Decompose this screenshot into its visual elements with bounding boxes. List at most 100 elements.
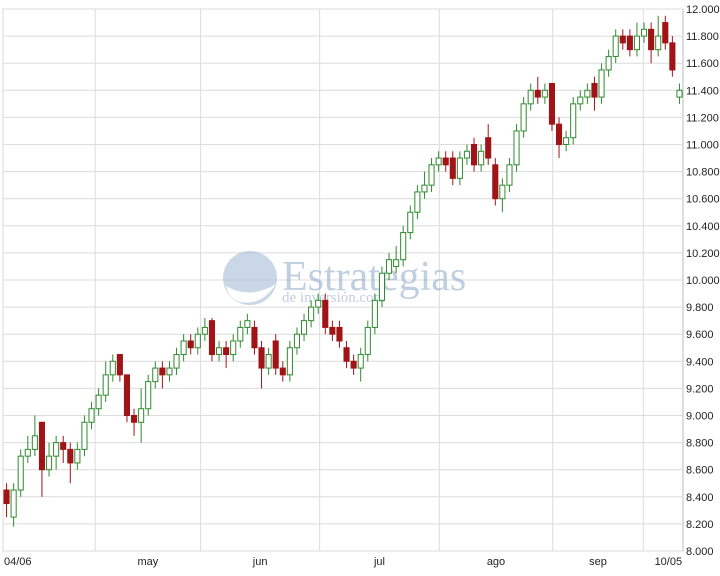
candle-body: [38, 421, 46, 471]
watermark-swoosh: [226, 284, 276, 303]
y-tick-label: 8.400: [686, 492, 714, 504]
watermark-brand: Estrategias: [282, 254, 466, 300]
candle-body: [322, 299, 329, 328]
y-tick-label: 8.200: [686, 519, 714, 531]
y-tick-label: 9.600: [686, 329, 714, 341]
candle-body: [393, 259, 400, 267]
y-tick-label: 9.400: [686, 356, 714, 368]
candle-body: [492, 164, 499, 200]
candle-body: [633, 35, 641, 51]
candle-body: [265, 354, 272, 369]
candle-body: [67, 448, 74, 464]
y-tick-label: 10.400: [686, 221, 720, 233]
candle-body: [364, 326, 371, 356]
candle-body: [435, 157, 442, 166]
candle-body: [598, 69, 605, 98]
y-tick-label: 9.200: [686, 383, 714, 395]
candle-body: [534, 89, 541, 98]
x-tick-label: 10/05: [655, 556, 683, 568]
candle-body: [563, 137, 570, 146]
candle-body: [478, 150, 485, 166]
candle-body: [619, 35, 626, 44]
candle-body: [279, 367, 286, 376]
y-tick-label: 11.000: [686, 140, 719, 152]
x-tick-label: may: [137, 556, 158, 568]
candle-body: [541, 89, 548, 98]
candle-body: [421, 184, 428, 193]
candle-body: [258, 347, 265, 369]
candle-body: [400, 232, 407, 261]
candle-body: [116, 354, 123, 376]
y-tick-label: 11.400: [686, 85, 719, 97]
candle-body: [428, 164, 435, 186]
candle-body: [173, 354, 180, 369]
y-tick-label: 9.000: [686, 411, 714, 423]
candle-body: [570, 103, 577, 139]
candle-body: [655, 35, 662, 51]
candle-body: [215, 347, 223, 356]
candle-body: [605, 55, 612, 71]
x-tick-label: jun: [252, 556, 268, 568]
candle-body: [463, 150, 471, 159]
candle-body: [74, 448, 81, 464]
candle-body: [506, 164, 513, 186]
y-tick-label: 10.800: [686, 167, 720, 179]
candle-body: [123, 374, 131, 417]
candle-body: [308, 306, 315, 322]
candle-body: [343, 347, 350, 362]
candle-body: [138, 408, 145, 423]
candle-body: [194, 333, 201, 349]
candle-body: [102, 374, 109, 396]
candle-body: [145, 381, 152, 410]
y-tick-label: 11.800: [686, 31, 719, 43]
x-tick-label: sep: [589, 556, 607, 568]
candle-body: [152, 367, 159, 383]
y-tick-label: 10.600: [686, 194, 720, 206]
candle-body: [662, 22, 669, 44]
candle-body: [520, 103, 527, 132]
candle-body: [676, 89, 683, 98]
candle-body: [612, 35, 619, 57]
watermark-sub: de inversión.com: [282, 290, 386, 306]
candle-body: [31, 435, 38, 450]
x-tick-label: jul: [373, 556, 385, 568]
x-tick-label: 04/06: [4, 556, 32, 568]
candle-body: [109, 360, 116, 376]
y-tick-label: 11.600: [686, 58, 719, 70]
candle-body: [315, 299, 322, 308]
candle-body: [10, 489, 17, 518]
watermark: Estrategias de inversión.com: [223, 251, 466, 306]
candle-body: [407, 211, 414, 234]
candle-body: [17, 455, 24, 491]
candle-body: [24, 448, 31, 457]
candle-body: [251, 326, 258, 349]
x-tick-label: ago: [487, 556, 505, 568]
y-tick-label: 8.800: [686, 438, 714, 450]
candle-body: [272, 340, 279, 369]
candle-body: [555, 123, 563, 146]
y-tick-label: 10.000: [686, 275, 720, 287]
y-tick-label: 12.000: [686, 4, 720, 16]
candle-body: [485, 137, 492, 159]
candle-body: [300, 320, 308, 335]
candle-body: [640, 28, 648, 37]
y-tick-label: 9.800: [686, 302, 714, 314]
candle-body: [336, 326, 343, 342]
candle-body: [244, 320, 251, 328]
candle-body: [577, 96, 584, 105]
candle-body: [60, 442, 67, 450]
candle-body: [130, 415, 138, 423]
candle-body: [180, 340, 187, 356]
candle-body: [513, 130, 520, 166]
candle-body: [456, 157, 463, 179]
candle-body: [385, 259, 393, 274]
y-tick-label: 8.600: [686, 465, 714, 477]
y-tick-label: 10.200: [686, 248, 720, 260]
candle-body: [371, 299, 378, 328]
candle-body: [159, 367, 166, 376]
candle-body: [187, 340, 194, 349]
candle-body: [357, 354, 364, 369]
candle-body: [584, 89, 591, 98]
candle-body: [95, 394, 102, 410]
